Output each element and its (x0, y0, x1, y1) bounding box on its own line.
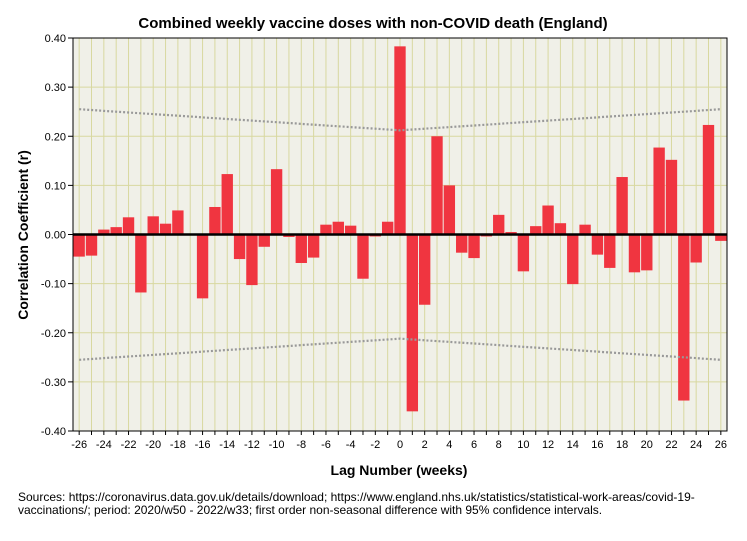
y-tick-label: 0.10 (45, 180, 66, 192)
bar (221, 174, 233, 235)
bar (431, 136, 443, 235)
bar (258, 234, 270, 247)
y-tick-label: -0.20 (41, 328, 66, 340)
bar (702, 124, 715, 235)
bar (530, 226, 542, 235)
x-tick-label: -22 (121, 439, 137, 451)
bar (678, 234, 690, 401)
x-tick-label: -4 (346, 439, 356, 451)
y-tick-label: -0.30 (41, 377, 66, 389)
x-tick-label: 8 (496, 439, 502, 451)
x-tick-label: 2 (422, 439, 428, 451)
y-tick-label: 0.40 (45, 33, 66, 45)
bar (579, 224, 591, 235)
y-tick-label: -0.40 (41, 426, 66, 438)
bar (110, 227, 122, 235)
x-tick-label: -12 (244, 439, 260, 451)
x-tick-label: -26 (71, 439, 87, 451)
bar (320, 224, 332, 235)
x-tick-label: 6 (471, 439, 477, 451)
bar (628, 234, 641, 273)
bar (381, 221, 394, 235)
bar (209, 206, 221, 235)
x-tick-label: -10 (269, 439, 285, 451)
x-tick-label: 22 (665, 439, 677, 451)
x-tick-label: 12 (542, 439, 554, 451)
bar (641, 234, 653, 271)
x-axis-label: Lag Number (weeks) (331, 462, 468, 478)
x-tick-label: 10 (517, 439, 529, 451)
x-tick-label: -8 (296, 439, 306, 451)
bar (542, 205, 554, 235)
confidence-intervals (79, 108, 721, 361)
x-tick-label: 0 (397, 439, 403, 451)
bar (604, 234, 616, 268)
source-note: Sources: https://coronavirus.data.gov.uk… (18, 490, 695, 517)
bar (295, 234, 307, 263)
bar (715, 234, 727, 241)
y-tick-label: -0.10 (41, 279, 66, 291)
y-ticks: 0.40 0.30 0.20 0.10 0.00 -0.10 -0.20 -0.30 -0.40 (41, 33, 73, 438)
bar (147, 216, 159, 235)
y-tick-label: 0.20 (45, 131, 66, 143)
bar (73, 234, 85, 257)
x-tick-label: 18 (616, 439, 628, 451)
x-tick-label: -18 (170, 439, 186, 451)
x-tick-label: 14 (567, 439, 579, 451)
x-tick-label: -16 (195, 439, 211, 451)
bar (270, 169, 283, 235)
bar (493, 214, 505, 235)
ci-upper-line (79, 108, 721, 132)
bar (159, 223, 172, 235)
bar (122, 217, 135, 235)
bar (233, 234, 246, 260)
bar (332, 221, 344, 235)
bar (653, 147, 665, 235)
bar (135, 234, 147, 293)
bar (172, 210, 184, 235)
bar (456, 234, 468, 253)
bar (443, 185, 456, 235)
bar (85, 234, 98, 256)
x-tick-label: 4 (446, 439, 452, 451)
x-tick-label: -24 (96, 439, 112, 451)
bar (665, 159, 678, 235)
x-tick-label: -2 (370, 439, 380, 451)
x-tick-label: 20 (641, 439, 653, 451)
bar (554, 223, 567, 235)
bar (307, 234, 320, 258)
bar (517, 234, 530, 272)
bar (690, 234, 702, 263)
y-axis-label: Correlation Coefficient (r) (15, 150, 31, 320)
bars (73, 46, 727, 412)
bar (616, 177, 628, 235)
ci-lower-line (79, 337, 721, 361)
bar (468, 234, 480, 259)
y-tick-label: 0.00 (45, 230, 66, 242)
bar (357, 234, 369, 279)
bar (406, 234, 419, 412)
x-tick-label: -14 (219, 439, 235, 451)
chart-title: Combined weekly vaccine doses with non-C… (138, 15, 607, 32)
x-tick-label: 26 (715, 439, 727, 451)
bar (246, 234, 258, 286)
bar (98, 229, 110, 235)
bar (591, 234, 604, 255)
bar (394, 46, 406, 235)
x-tick-label: 16 (591, 439, 603, 451)
bar (567, 234, 579, 285)
bar (344, 225, 357, 235)
x-tick-label: 24 (690, 439, 702, 451)
bar (419, 234, 431, 305)
x-tick-label: -20 (145, 439, 161, 451)
x-ticks: -26 -24 -22 -20 -18 -16 -14 -12 -10 -8 -6 -4 -2 0 2 4 6 8… (71, 431, 727, 451)
y-tick-label: 0.30 (45, 82, 66, 94)
x-tick-label: -6 (321, 439, 331, 451)
bar (196, 234, 209, 299)
